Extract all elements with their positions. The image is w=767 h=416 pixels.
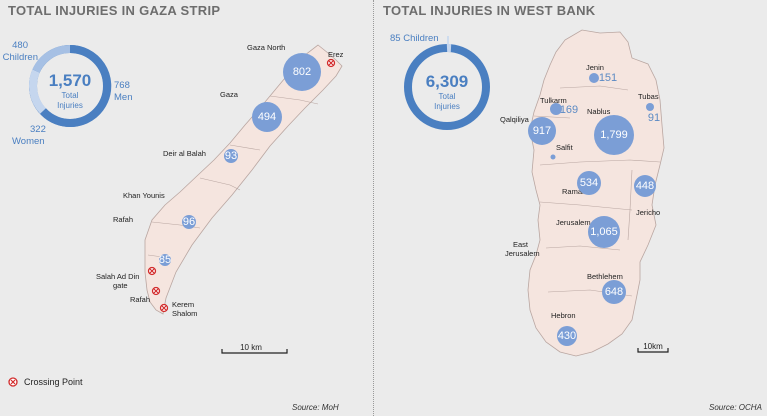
label-jericho: Jericho — [636, 208, 660, 217]
crossing-erez-icon — [326, 58, 336, 68]
bubble-gaza-north — [283, 53, 321, 91]
label-qalqiliya: Qalqiliya — [500, 115, 530, 124]
label-deir-al-balah: Deir al Balah — [163, 149, 206, 158]
bubble-ramallah — [577, 171, 601, 195]
westbank-total-label-1: Total — [439, 92, 456, 101]
bubble-rafah — [159, 254, 171, 266]
bubble-hebron — [557, 326, 577, 346]
gaza-scale-bar: 10 km — [221, 343, 288, 354]
bubble-deir-al-balah-value: 93 — [225, 150, 237, 162]
crossing-salah-ad-din-icon — [147, 266, 157, 276]
gaza-children-label: Children — [3, 52, 38, 63]
label-jenin: Jenin — [586, 63, 604, 72]
bubble-jerusalem — [588, 216, 620, 248]
westbank-title: TOTAL INJURIES IN WEST BANK — [383, 3, 596, 18]
gaza-scale-label: 10 km — [240, 343, 262, 352]
westbank-territory — [527, 29, 665, 357]
label-tulkarm: Tulkarm — [540, 96, 567, 105]
bubble-khan-younis-value: 96 — [183, 216, 195, 228]
gaza-men-label: Men — [114, 92, 132, 103]
bubble-jenin — [589, 73, 599, 83]
gaza-source: Source: MoH — [292, 403, 339, 412]
bubble-tulkarm-value: 169 — [560, 104, 578, 116]
label-erez: Erez — [328, 50, 344, 59]
panel-divider — [373, 0, 374, 416]
bubble-tubas-value: 91 — [648, 112, 660, 124]
label-gaza-north: Gaza North — [247, 43, 285, 52]
label-rafah-crossing: Rafah — [130, 295, 150, 304]
gaza-men-value: 768 — [114, 80, 130, 91]
gaza-title: TOTAL INJURIES IN GAZA STRIP — [8, 3, 221, 18]
label-jerusalem: Jerusalem — [556, 218, 591, 227]
gaza-donut: 1,570 Total Injuries — [28, 44, 112, 127]
crossing-point-icon — [8, 377, 18, 387]
bubble-nablus — [594, 115, 634, 155]
bubble-nablus-value: 1,799 — [600, 129, 628, 141]
bubble-khan-younis — [182, 215, 196, 229]
bubble-jenin-value: 151 — [599, 72, 617, 84]
label-khan-younis: Khan Younis — [123, 191, 165, 200]
gaza-total-label-2: Injuries — [57, 101, 83, 110]
label-salah-ad-din: Salah Ad Din — [96, 272, 139, 281]
westbank-donut: 6,309 Total Injuries — [404, 36, 490, 130]
crossing-kerem-shalom-icon — [159, 303, 169, 313]
westbank-children-label: 85 Children — [390, 33, 439, 44]
westbank-total-value: 6,309 — [426, 72, 469, 91]
bubble-bethlehem — [602, 280, 626, 304]
gaza-total-value: 1,570 — [49, 71, 92, 90]
bubble-deir-al-balah — [224, 149, 238, 163]
gaza-children-value: 480 — [12, 40, 28, 51]
label-east: East — [513, 240, 529, 249]
westbank-scale-bar: 10km — [637, 342, 669, 353]
bubble-salfit — [550, 154, 556, 160]
bubble-rafah-value: 85 — [159, 254, 171, 266]
bubble-tulkarm — [550, 103, 562, 115]
bubble-jericho — [634, 175, 656, 197]
label-gate: gate — [113, 281, 128, 290]
gaza-total-label-1: Total — [62, 91, 79, 100]
bubble-ramallah-value: 534 — [580, 177, 598, 189]
label-east-jerusalem: Jerusalem — [505, 249, 540, 258]
legend: Crossing Point — [8, 377, 83, 387]
gaza-women-value: 322 — [30, 124, 46, 135]
legend-label: Crossing Point — [24, 377, 83, 387]
bubble-gaza-north-value: 802 — [293, 66, 311, 78]
label-gaza: Gaza — [220, 90, 239, 99]
westbank-scale-label: 10km — [643, 342, 663, 351]
label-nablus: Nablus — [587, 107, 611, 116]
crossing-rafah-icon — [151, 286, 161, 296]
label-kerem: Kerem — [172, 300, 194, 309]
gaza-women-label: Women — [12, 136, 45, 147]
bubble-qalqiliya-value: 917 — [533, 125, 551, 137]
label-salfit: Salfit — [556, 143, 574, 152]
label-ramallah: Ramallah — [562, 187, 594, 196]
label-rafah: Rafah — [113, 215, 133, 224]
bubble-hebron-value: 430 — [558, 330, 576, 342]
westbank-map: 6,309 Total Injuries 85 Children Jenin T… — [390, 29, 669, 357]
bubble-jericho-value: 448 — [636, 180, 654, 192]
westbank-total-label-2: Injuries — [434, 102, 460, 111]
bubble-gaza-value: 494 — [258, 111, 276, 123]
label-tubas: Tubas — [638, 92, 659, 101]
bubble-jerusalem-value: 1,065 — [590, 226, 618, 238]
gaza-territory — [144, 44, 343, 315]
gaza-map: 1,570 Total Injuries 480 Children 768 Me… — [3, 40, 344, 354]
westbank-source: Source: OCHA — [709, 403, 762, 412]
label-bethlehem: Bethlehem — [587, 272, 623, 281]
bubble-bethlehem-value: 648 — [605, 286, 623, 298]
label-hebron: Hebron — [551, 311, 576, 320]
bubble-tubas — [646, 103, 654, 111]
bubble-gaza — [252, 102, 282, 132]
bubble-qalqiliya — [528, 117, 556, 145]
label-shalom: Shalom — [172, 309, 197, 318]
